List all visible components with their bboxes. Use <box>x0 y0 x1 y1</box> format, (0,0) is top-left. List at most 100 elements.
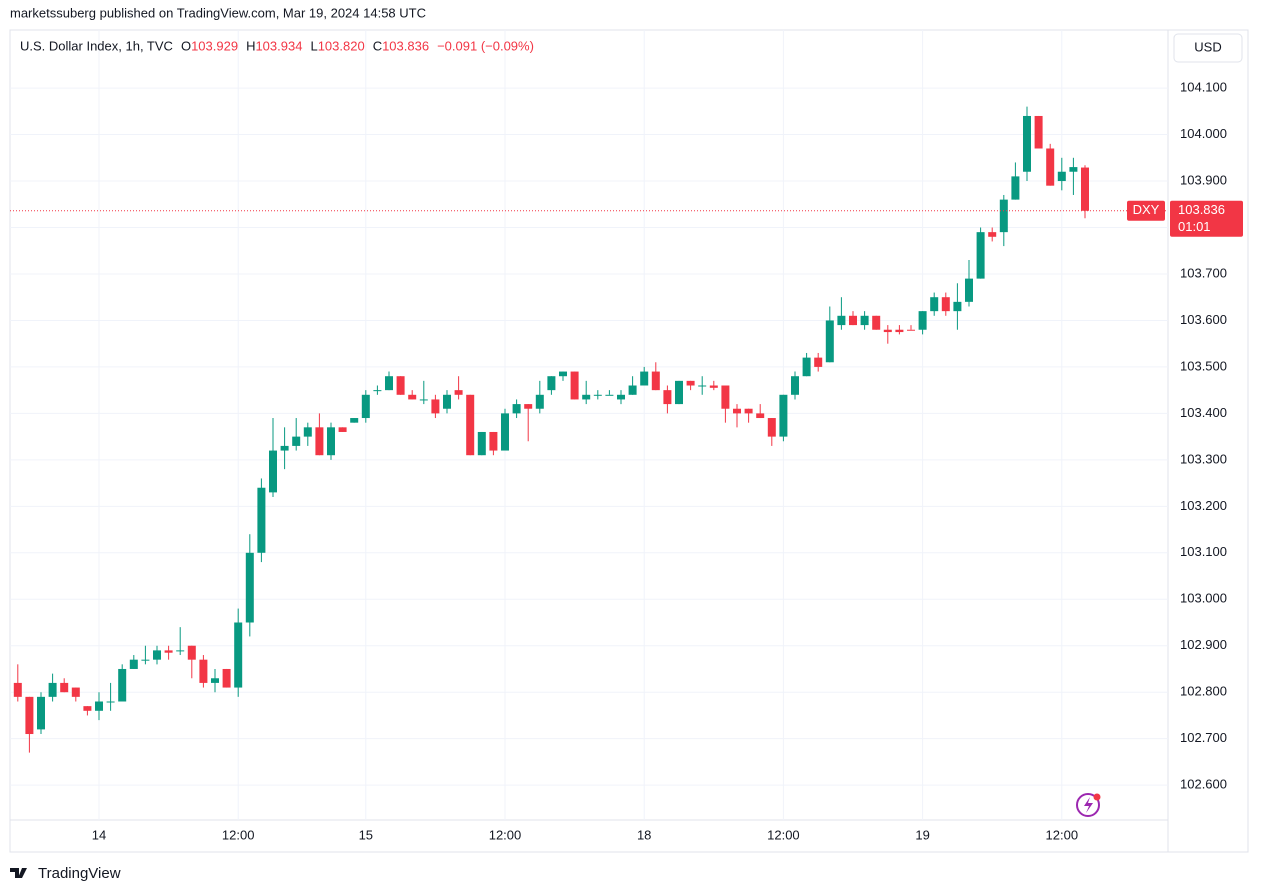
candle-body <box>489 431 498 451</box>
candle-body <box>802 357 811 377</box>
x-tick-label: 12:00 <box>1046 827 1079 842</box>
candle-body <box>257 487 266 553</box>
candle-body <box>164 650 173 653</box>
y-tick-label: 103.500 <box>1180 358 1227 373</box>
ticker-badge <box>1127 200 1165 221</box>
currency-button[interactable] <box>1173 33 1243 63</box>
candle-body <box>269 450 277 493</box>
candle-body <box>211 678 219 683</box>
candle-body <box>315 427 324 456</box>
candle-body <box>443 394 451 409</box>
last-price: 103.836 <box>1178 202 1225 217</box>
candle-body <box>129 659 138 669</box>
candle-body <box>779 394 788 437</box>
x-tick-label: 18 <box>637 827 651 842</box>
candle-body <box>849 315 857 326</box>
candle-body <box>535 394 544 409</box>
candle-body <box>1057 171 1066 182</box>
candle-body <box>454 390 463 395</box>
candle-body <box>373 390 382 392</box>
y-tick-label: 103.900 <box>1180 172 1227 187</box>
x-tick-label: 12:00 <box>222 827 255 842</box>
candle-body <box>918 311 927 330</box>
candle-body <box>791 376 799 395</box>
candle-body <box>628 385 637 395</box>
ticker: DXY <box>1133 202 1160 217</box>
candle-body <box>1081 167 1089 211</box>
candle-body <box>153 650 161 660</box>
candle-body <box>965 278 973 302</box>
candle-body <box>60 682 69 693</box>
last-price-badge <box>1170 200 1243 237</box>
y-tick-label: 103.600 <box>1180 312 1227 327</box>
ohlc-key: L <box>310 38 317 53</box>
y-tick-label: 102.600 <box>1180 777 1227 792</box>
candle-body <box>338 427 347 432</box>
candle-body <box>721 385 730 409</box>
candle-body <box>767 418 776 437</box>
candle-body <box>953 301 962 312</box>
candle-body <box>1034 115 1043 149</box>
y-tick-label: 103.000 <box>1180 591 1227 606</box>
candle-body <box>524 404 533 409</box>
ohlc-value: 103.820 <box>318 38 365 53</box>
candle-body <box>941 297 950 312</box>
candle-body <box>106 701 115 703</box>
candle-body <box>234 622 243 688</box>
candle-body <box>408 394 417 400</box>
y-tick-label: 103.300 <box>1180 451 1227 466</box>
candle-body <box>814 357 823 367</box>
candle-body <box>350 418 359 423</box>
candle-body <box>999 199 1008 233</box>
candle-body <box>1046 148 1055 186</box>
candle-body <box>501 413 509 451</box>
y-tick-label: 102.700 <box>1180 730 1227 745</box>
candle-body <box>547 376 556 391</box>
candle-body <box>141 659 150 661</box>
candle-body <box>245 552 254 623</box>
candle-body <box>895 329 904 333</box>
candle-body <box>605 394 614 396</box>
candle-body <box>48 682 57 697</box>
candle-body <box>431 399 440 414</box>
alert-icon[interactable] <box>1076 793 1101 817</box>
candle-body <box>860 315 869 326</box>
y-tick-label: 103.100 <box>1180 544 1227 559</box>
y-tick-label: 104.100 <box>1180 80 1227 95</box>
currency-label[interactable]: USD <box>1194 39 1221 54</box>
x-tick-label: 19 <box>915 827 929 842</box>
ohlc-key: O <box>181 38 191 53</box>
change: −0.091 (−0.09%) <box>437 38 534 53</box>
x-tick-label: 14 <box>92 827 106 842</box>
candle-body <box>327 427 335 456</box>
candle-body <box>651 371 660 391</box>
candle-body <box>593 394 602 396</box>
candle-body <box>361 394 370 419</box>
candle-body <box>883 329 892 333</box>
candle-body <box>617 394 625 400</box>
ohlc-value: 103.836 <box>382 38 429 53</box>
candle-body <box>582 394 591 400</box>
candle-body <box>733 408 741 414</box>
y-tick-label: 103.400 <box>1180 405 1227 420</box>
publisher-line: marketssuberg published on TradingView.c… <box>10 5 426 20</box>
y-tick-label: 102.900 <box>1180 637 1227 652</box>
tradingview-logo: TradingView <box>10 865 121 882</box>
candle-body <box>837 315 846 326</box>
y-tick-label: 103.700 <box>1180 265 1227 280</box>
brand-name: TradingView <box>38 865 121 882</box>
candle-body <box>559 371 567 377</box>
candle-body <box>675 380 683 405</box>
countdown: 01:01 <box>1178 219 1211 234</box>
candle-body <box>385 376 393 391</box>
candle-body <box>83 706 92 711</box>
y-tick-label: 102.800 <box>1180 684 1227 699</box>
candle-body <box>825 320 834 363</box>
candle-body <box>512 404 521 414</box>
candle-body <box>292 436 301 446</box>
x-tick-label: 15 <box>359 827 373 842</box>
y-tick-label: 103.200 <box>1180 498 1227 513</box>
x-tick-label: 12:00 <box>767 827 800 842</box>
candle-body <box>930 297 939 312</box>
